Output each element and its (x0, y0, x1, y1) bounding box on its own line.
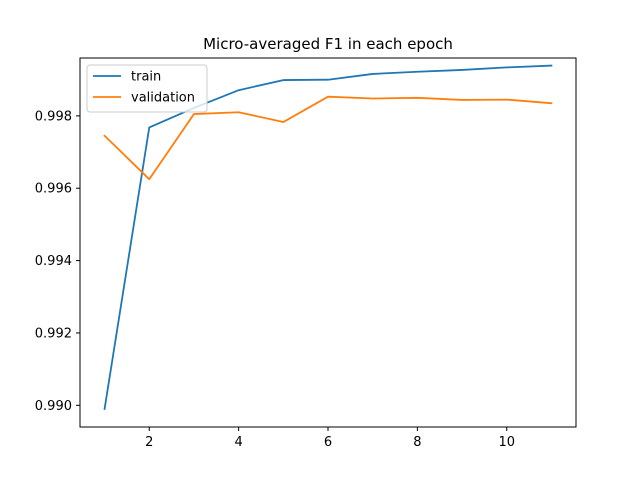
x-tick-label: 6 (324, 435, 332, 450)
x-tick-label: 4 (234, 435, 242, 450)
chart-title: Micro-averaged F1 in each epoch (203, 35, 453, 53)
series-line-validation (103, 95, 553, 181)
x-axis: 2 4 6 8 10 (145, 427, 515, 450)
x-tick-label: 8 (413, 435, 421, 450)
y-tick-label: 0.992 (35, 326, 72, 341)
series-line-train (103, 64, 553, 410)
y-tick-label: 0.998 (35, 109, 72, 124)
legend-label-validation: validation (131, 91, 195, 106)
y-tick-label: 0.996 (35, 182, 72, 197)
legend: train validation (86, 64, 208, 113)
y-tick-label: 0.994 (35, 254, 72, 269)
y-tick-label: 0.990 (35, 399, 72, 414)
plot-area (103, 64, 553, 410)
legend-label-train: train (131, 70, 161, 85)
x-tick-label: 2 (145, 435, 153, 450)
y-axis: 0.990 0.992 0.994 0.996 0.998 (35, 109, 80, 414)
x-tick-label: 10 (498, 435, 515, 450)
